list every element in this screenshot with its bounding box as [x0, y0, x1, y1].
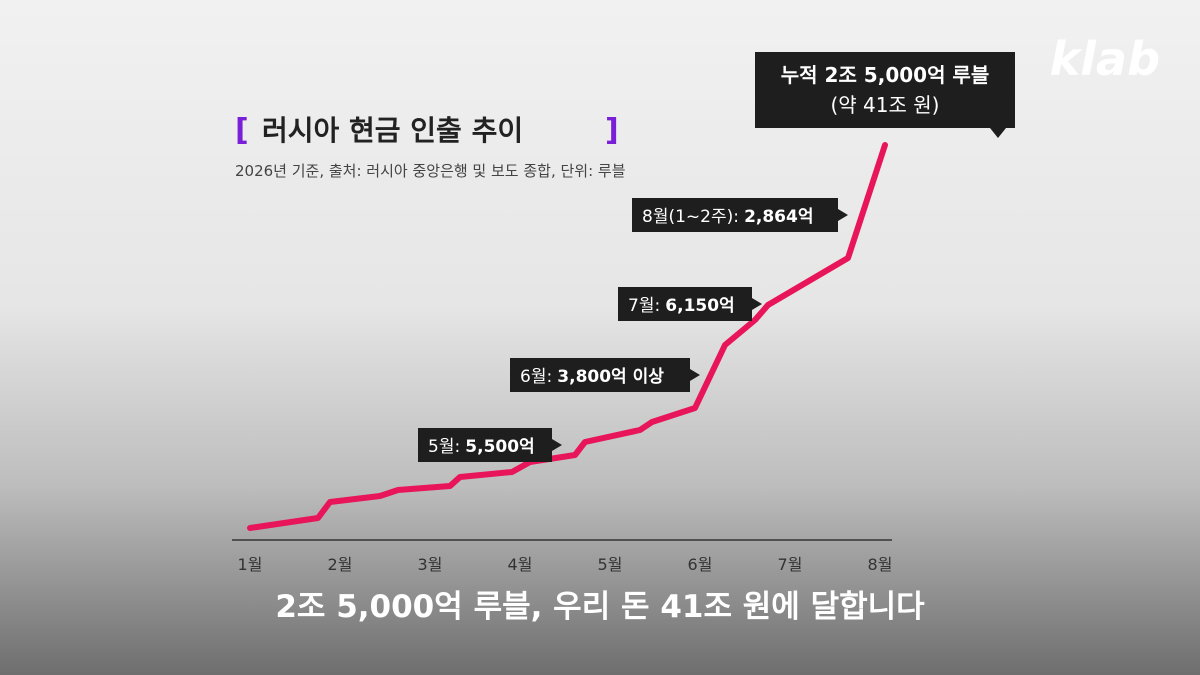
caption: 2조 5,000억 루블, 우리 돈 41조 원에 달합니다 [275, 589, 925, 625]
callout-box [418, 428, 562, 462]
callout-box [632, 198, 848, 232]
callout: 5월: 5,500억 [428, 437, 535, 457]
x-tick-label: 2월 [328, 555, 353, 574]
callout-box [618, 287, 762, 321]
x-tick-label: 1월 [238, 555, 263, 574]
x-tick-label: 6월 [688, 555, 713, 574]
callout-value: 5,500억 [465, 437, 534, 457]
x-tick-label: 5월 [598, 555, 623, 574]
total-line1: 누적 2조 5,000억 루블 [781, 63, 989, 87]
callout: 8월(1~2주): 2,864억 [642, 207, 813, 227]
callout-value: 3,800억 이상 [557, 367, 664, 387]
chart-title: 러시아 현금 인출 추이 [262, 114, 523, 147]
callout-label: 6월: [520, 367, 552, 387]
callout-label: 7월: [628, 296, 660, 316]
trend-line [247, 142, 888, 531]
callout-value: 6,150억 [665, 296, 734, 316]
x-tick-label: 7월 [778, 555, 803, 574]
x-tick-label: 3월 [418, 555, 443, 574]
x-tick-label: 4월 [508, 555, 533, 574]
total-line2: (약 41조 원) [831, 93, 940, 117]
callout-box [510, 358, 700, 392]
bracket: ] [605, 113, 619, 148]
bracket: [ [235, 113, 249, 148]
callout-value: 2,864억 [744, 207, 813, 227]
callout-label: 8월(1~2주): [642, 207, 739, 227]
callout: 7월: 6,150억 [628, 296, 735, 316]
callout: 6월: 3,800억 이상 [520, 367, 664, 387]
logo: klab [1050, 32, 1160, 86]
x-tick-label: 8월 [868, 555, 893, 574]
callout-label: 5월: [428, 437, 460, 457]
subtitle: 2026년 기준, 출처: 러시아 중앙은행 및 보도 종합, 단위: 루블 [235, 162, 626, 180]
total-box [755, 52, 1015, 138]
